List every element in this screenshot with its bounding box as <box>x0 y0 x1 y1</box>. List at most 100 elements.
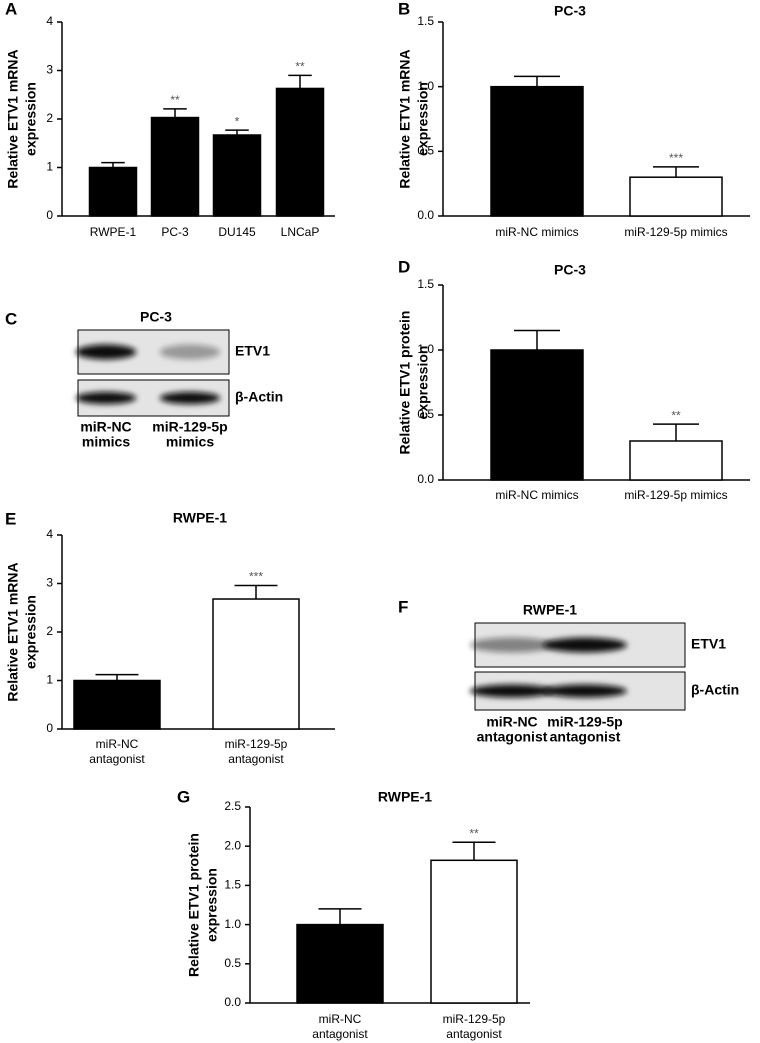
blot-band <box>75 344 137 360</box>
x-tick-label: DU145 <box>218 225 256 239</box>
chart-title: PC-3 <box>554 262 586 278</box>
significance: ** <box>671 408 681 422</box>
y-tick-label: 2 <box>46 624 53 638</box>
panel-letter: G <box>177 787 190 806</box>
error-bar <box>318 908 362 925</box>
error-bar <box>452 841 496 861</box>
y-tick-label: 1.5 <box>417 14 434 28</box>
lane-label: miR-129-5p <box>547 714 622 730</box>
significance: ** <box>469 826 479 840</box>
lane-label: antagonist <box>477 729 548 745</box>
x-tick-label: RWPE-1 <box>90 225 137 239</box>
band-label: β-Actin <box>691 682 739 698</box>
x-tick-label: antagonist <box>312 1027 368 1041</box>
y-tick-label: 2.0 <box>224 838 241 852</box>
bar <box>629 440 723 481</box>
significance: *** <box>669 151 683 165</box>
blot-band <box>543 684 627 698</box>
bar <box>490 349 584 481</box>
significance: *** <box>249 570 263 584</box>
error-bar <box>163 108 187 118</box>
panel-letter: E <box>5 509 16 528</box>
lane-label: mimics <box>166 434 214 450</box>
x-tick-label: miR-129-5p <box>225 737 288 751</box>
y-axis-label: expression <box>415 82 431 156</box>
panel-letter: B <box>398 0 410 18</box>
error-bar <box>514 329 560 350</box>
x-tick-label: PC-3 <box>161 225 189 239</box>
y-tick-label: 1.0 <box>417 79 434 93</box>
y-tick-label: 3 <box>46 576 53 590</box>
y-tick-label: 1.0 <box>417 342 434 356</box>
y-axis-label: expression <box>415 346 431 420</box>
band-label: β-Actin <box>235 389 283 405</box>
x-tick-label: miR-129-5p <box>443 1012 506 1026</box>
panel-letter: D <box>398 257 410 276</box>
y-axis-label: expression <box>204 868 220 942</box>
blot-band <box>75 391 137 405</box>
y-tick-label: 0.5 <box>224 956 241 970</box>
y-axis-label: Relative ETV1 mRNA <box>5 49 21 188</box>
y-tick-label: 1 <box>46 673 53 687</box>
blot-band <box>470 684 554 698</box>
y-axis-label: Relative ETV1 protein <box>397 311 413 455</box>
bar <box>629 176 723 217</box>
chart-title: PC-3 <box>554 3 586 19</box>
error-bar <box>288 74 312 89</box>
y-tick-label: 1.0 <box>224 917 241 931</box>
x-tick-label: miR-129-5p mimics <box>624 488 727 502</box>
x-tick-label: miR-NC <box>96 737 139 751</box>
y-tick-label: 0 <box>46 721 53 735</box>
blot-title: RWPE-1 <box>523 602 577 618</box>
y-tick-label: 0.0 <box>417 472 434 486</box>
x-tick-label: miR-NC <box>319 1012 362 1026</box>
bar <box>212 134 262 217</box>
lane-label: miR-NC <box>486 714 537 730</box>
blot-band <box>159 391 221 405</box>
chart-title: RWPE-1 <box>173 510 227 526</box>
y-tick-label: 1 <box>46 160 53 174</box>
x-tick-label: miR-NC mimics <box>495 488 578 502</box>
y-tick-label: 1.5 <box>417 277 434 291</box>
bar <box>296 923 384 1004</box>
bar <box>88 166 138 217</box>
x-tick-label: miR-NC mimics <box>495 225 578 239</box>
error-bar <box>653 423 699 441</box>
panel-letter: A <box>5 0 17 18</box>
bar <box>73 679 161 730</box>
x-tick-label: antagonist <box>89 752 145 766</box>
x-tick-label: miR-129-5p mimics <box>624 225 727 239</box>
blot-title: PC-3 <box>140 309 172 325</box>
significance: ** <box>170 93 180 107</box>
error-bar <box>514 75 560 87</box>
error-bar <box>225 129 249 136</box>
lane-label: miR-NC <box>80 419 131 435</box>
band-label: ETV1 <box>235 343 270 359</box>
bar <box>150 116 200 217</box>
y-tick-label: 0.5 <box>417 144 434 158</box>
y-tick-label: 2 <box>46 111 53 125</box>
blot-band <box>159 344 221 360</box>
y-axis-label: expression <box>23 82 39 156</box>
y-tick-label: 3 <box>46 63 53 77</box>
error-bar <box>95 673 139 681</box>
bar <box>490 85 584 217</box>
bar <box>430 859 518 1004</box>
significance: * <box>235 114 240 128</box>
band-label: ETV1 <box>691 636 726 652</box>
lane-label: antagonist <box>550 729 621 745</box>
lane-label: miR-129-5p <box>152 419 227 435</box>
y-axis-label: Relative ETV1 mRNA <box>397 49 413 188</box>
panel-letter: C <box>5 309 17 328</box>
y-tick-label: 0 <box>46 208 53 222</box>
chart-title: RWPE-1 <box>378 789 432 805</box>
y-tick-label: 1.5 <box>224 878 241 892</box>
lane-label: mimics <box>82 434 130 450</box>
y-tick-label: 0.5 <box>417 407 434 421</box>
y-tick-label: 0.0 <box>224 995 241 1009</box>
x-tick-label: antagonist <box>446 1027 502 1041</box>
y-axis-label: expression <box>23 595 39 669</box>
x-tick-label: LNCaP <box>281 225 320 239</box>
